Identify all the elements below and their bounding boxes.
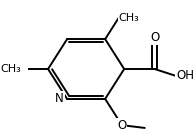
Text: O: O bbox=[117, 119, 126, 132]
Text: CH₃: CH₃ bbox=[119, 13, 140, 23]
Text: CH₃: CH₃ bbox=[0, 64, 21, 74]
Text: O: O bbox=[150, 31, 159, 44]
Text: N: N bbox=[55, 92, 64, 105]
Text: OH: OH bbox=[176, 69, 194, 82]
